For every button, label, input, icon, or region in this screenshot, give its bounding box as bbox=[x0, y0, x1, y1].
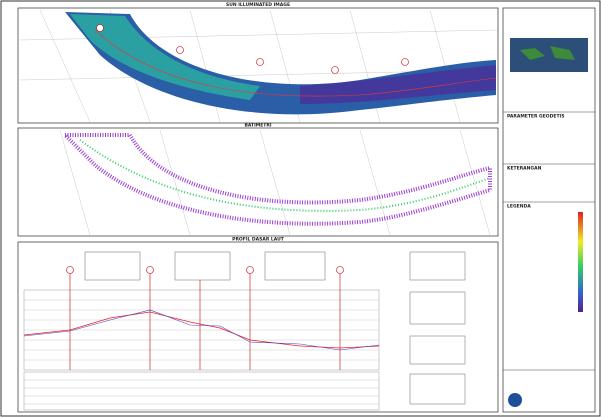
section-heading: KETERANGAN bbox=[507, 166, 542, 172]
map-sheet: SUN ILLUMINATED IMAGE BATIMETRI PROFIL D… bbox=[0, 0, 601, 417]
sidebar: PARAMETER GEODETIS KETERANGAN LEGENDA bbox=[503, 8, 595, 412]
section-heading: PARAMETER GEODETIS bbox=[507, 114, 564, 120]
panel-title: SUN ILLUMINATED IMAGE bbox=[226, 2, 290, 8]
section-heading: LEGENDA bbox=[507, 204, 531, 210]
panel-title: PROFIL DASAR LAUT bbox=[232, 237, 285, 243]
bathymetry-panel: BATIMETRI bbox=[18, 123, 498, 237]
profile-panel: PROFIL DASAR LAUT bbox=[18, 237, 498, 413]
sun-illuminated-panel: SUN ILLUMINATED IMAGE bbox=[18, 2, 498, 123]
panel-title: BATIMETRI bbox=[244, 123, 271, 129]
